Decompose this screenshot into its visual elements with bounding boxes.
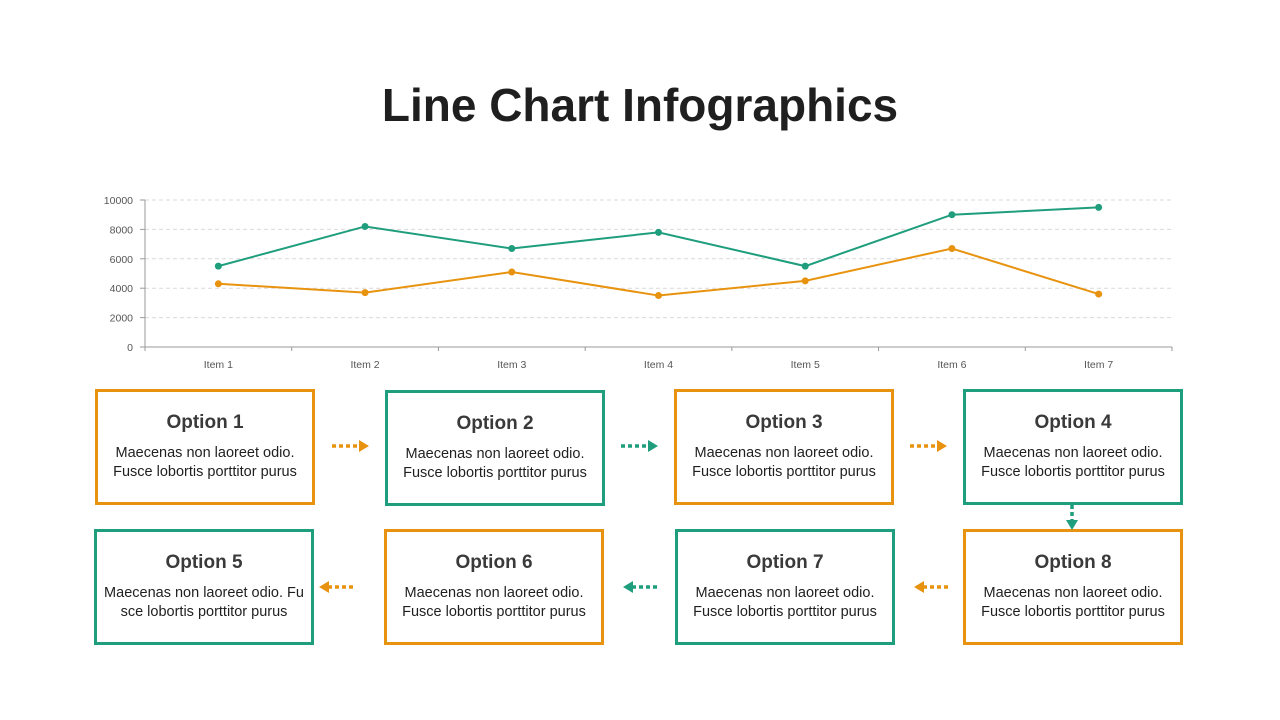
y-tick-label: 8000 [110, 224, 134, 236]
arrow-left-icon [914, 581, 951, 593]
line-chart: 0 2000 4000 6000 8000 10000 Item 1 Item 2 Item 3… [104, 195, 1173, 371]
x-tick-label: Item 4 [644, 359, 673, 371]
option-6-description: Maecenas non laoreet odio. Fusce loborti… [402, 585, 586, 620]
option-6-title: Option 6 [455, 552, 533, 573]
arrow-left-icon [319, 581, 356, 593]
y-tick-label: 4000 [110, 283, 134, 295]
series-1-point [361, 222, 369, 230]
option-3-description: Maecenas non laoreet odio. Fusce loborti… [692, 445, 876, 480]
chart-series [214, 203, 1103, 300]
option-3-title: Option 3 [745, 412, 823, 433]
chart-tick-labels: 0 2000 4000 6000 8000 10000 Item 1 Item 2 Item 3… [104, 195, 1114, 371]
series-1-point [1095, 203, 1103, 211]
option-8-description: Maecenas non laoreet odio. Fusce loborti… [981, 585, 1165, 620]
y-tick-label: 10000 [104, 195, 133, 207]
option-7-description: Maecenas non laoreet odio. Fusce loborti… [693, 585, 877, 620]
option-5-description: Maecenas non laoreet odio. Fu sce lobort… [104, 585, 304, 620]
option-1-title: Option 1 [166, 412, 244, 433]
option-2-title: Option 2 [456, 413, 534, 434]
x-tick-label: Item 3 [497, 359, 526, 371]
option-7-box: Option 7 Maecenas non laoreet odio. Fusc… [675, 529, 895, 645]
chart-gridlines [145, 199, 1172, 319]
series-2-point [1095, 290, 1103, 298]
arrow-right-icon [332, 440, 369, 452]
option-3-box: Option 3 Maecenas non laoreet odio. Fusc… [674, 389, 894, 505]
option-2-description: Maecenas non laoreet odio. Fusce loborti… [403, 446, 587, 481]
x-tick-label: Item 7 [1084, 359, 1113, 371]
arrow-right-icon [910, 440, 947, 452]
option-2-box: Option 2 Maecenas non laoreet odio. Fusc… [385, 390, 605, 506]
arrow-down-icon [1066, 505, 1078, 530]
series-2-point [361, 289, 369, 297]
chart-axes [140, 199, 1173, 351]
series-1-point [214, 262, 222, 270]
series-1-point [508, 245, 516, 253]
x-tick-label: Item 5 [791, 359, 820, 371]
option-1-description: Maecenas non laoreet odio. Fusce loborti… [113, 445, 297, 480]
series-1-point [948, 211, 956, 219]
series-2-point [655, 292, 662, 300]
y-tick-label: 0 [127, 342, 133, 354]
option-5-title: Option 5 [165, 552, 243, 573]
x-tick-label: Item 1 [204, 359, 233, 371]
page-title: Line Chart Infographics [381, 79, 899, 131]
x-tick-label: Item 6 [937, 359, 966, 371]
series-2-point [801, 277, 809, 285]
arrow-right-icon [621, 440, 658, 452]
series-1-point [801, 262, 809, 270]
option-4-box: Option 4 Maecenas non laoreet odio. Fusc… [963, 389, 1183, 505]
option-6-box: Option 6 Maecenas non laoreet odio. Fusc… [384, 529, 604, 645]
option-8-box: Option 8 Maecenas non laoreet odio. Fusc… [963, 529, 1183, 645]
option-5-box: Option 5 Maecenas non laoreet odio. Fu s… [94, 529, 314, 645]
series-2-point [948, 245, 956, 253]
x-tick-label: Item 2 [350, 359, 379, 371]
y-tick-label: 2000 [110, 313, 134, 325]
series-2-point [508, 268, 516, 276]
option-8-title: Option 8 [1034, 552, 1112, 573]
option-7-title: Option 7 [746, 552, 824, 573]
option-1-box: Option 1 Maecenas non laoreet odio. Fusc… [95, 389, 315, 505]
series-1-line [218, 206, 1099, 268]
option-4-title: Option 4 [1034, 412, 1112, 433]
series-2-point [214, 280, 222, 288]
arrow-left-icon [623, 581, 660, 593]
y-tick-label: 6000 [110, 254, 134, 266]
option-4-description: Maecenas non laoreet odio. Fusce loborti… [981, 445, 1165, 480]
series-1-point [655, 228, 662, 236]
